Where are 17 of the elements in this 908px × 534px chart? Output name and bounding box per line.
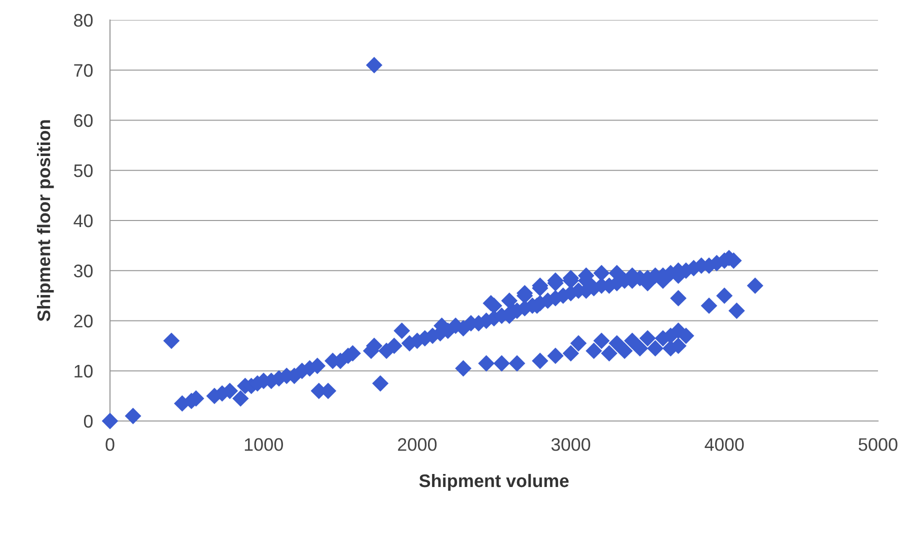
x-tick-label: 4000 <box>704 438 744 451</box>
x-tick-label: 1000 <box>244 438 283 451</box>
x-tick-label: 3000 <box>551 438 590 451</box>
y-tick-label: 30 <box>74 264 93 278</box>
y-tick-label: 0 <box>84 414 93 428</box>
x-tick-label: 0 <box>106 438 114 451</box>
y-tick-label: 60 <box>74 114 93 127</box>
x-tick-label: 2000 <box>398 438 437 451</box>
y-tick-label: 50 <box>74 164 93 178</box>
y-tick-label: 70 <box>74 64 93 77</box>
y-tick-label: 80 <box>74 14 93 27</box>
x-axis-title: Shipment volume <box>419 474 569 491</box>
x-tick-label: 5000 <box>858 438 898 451</box>
y-axis-title: Shipment floor position <box>36 120 54 322</box>
y-tick-label: 20 <box>74 314 93 328</box>
y-tick-label: 10 <box>74 364 93 378</box>
y-tick-label: 40 <box>74 214 93 228</box>
